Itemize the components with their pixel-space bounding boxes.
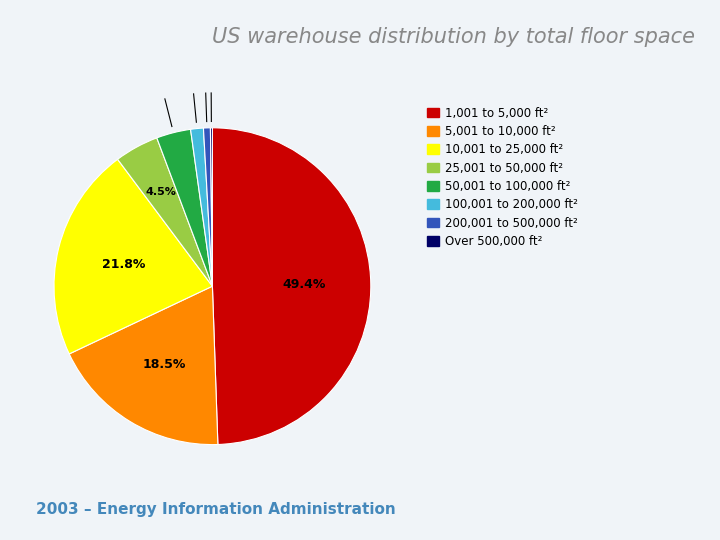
Wedge shape xyxy=(210,128,212,286)
Text: 0.7%: 0.7% xyxy=(0,539,1,540)
Text: 4.5%: 4.5% xyxy=(145,187,176,197)
Text: 3.5%: 3.5% xyxy=(0,539,1,540)
Wedge shape xyxy=(69,286,218,444)
Text: 21.8%: 21.8% xyxy=(102,258,145,271)
Text: 1.3%: 1.3% xyxy=(0,539,1,540)
Wedge shape xyxy=(157,129,212,286)
Text: 0.2%: 0.2% xyxy=(0,539,1,540)
Wedge shape xyxy=(117,138,212,286)
Wedge shape xyxy=(204,128,212,286)
Text: 18.5%: 18.5% xyxy=(143,358,186,371)
Text: 2003 – Energy Information Administration: 2003 – Energy Information Administration xyxy=(36,502,396,517)
Text: 49.4%: 49.4% xyxy=(282,278,326,291)
Legend: 1,001 to 5,000 ft², 5,001 to 10,000 ft², 10,001 to 25,000 ft², 25,001 to 50,000 : 1,001 to 5,000 ft², 5,001 to 10,000 ft²,… xyxy=(423,103,581,252)
Wedge shape xyxy=(191,128,212,286)
Wedge shape xyxy=(54,159,212,354)
Wedge shape xyxy=(212,128,371,444)
Text: US warehouse distribution by total floor space: US warehouse distribution by total floor… xyxy=(212,27,695,47)
